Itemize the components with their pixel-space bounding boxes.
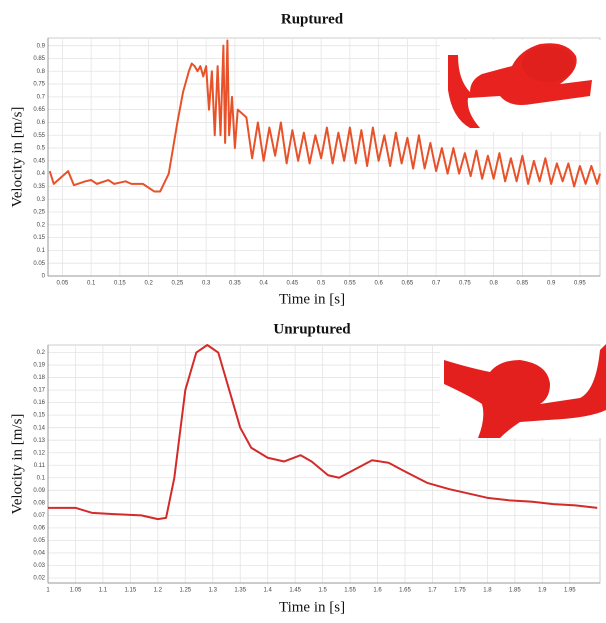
x-tick-label: 1.5 — [318, 588, 327, 594]
x-tick-label: 1.05 — [70, 588, 82, 594]
y-tick-label: 0.03 — [33, 563, 45, 569]
y-tick-label: 0.19 — [33, 363, 45, 369]
y-tick-label: 0.05 — [33, 261, 45, 267]
x-tick-label: 1.95 — [564, 588, 576, 594]
y-tick-label: 0.02 — [33, 576, 45, 582]
inset-unruptured — [440, 344, 606, 438]
y-tick-label: 0.7 — [37, 94, 46, 100]
y-tick-label: 0.06 — [33, 525, 45, 531]
x-tick-label: 0.3 — [202, 281, 211, 287]
y-tick-label: 0.17 — [33, 388, 45, 394]
y-tick-label: 0.04 — [33, 551, 45, 557]
x-tick-label: 1.75 — [454, 588, 466, 594]
y-axis-label: Velocity in [m/s] — [9, 414, 25, 515]
y-tick-label: 0.14 — [33, 425, 45, 431]
x-tick-label: 0.85 — [517, 281, 529, 287]
y-tick-label: 0.8 — [37, 69, 46, 75]
y-tick-label: 0.6 — [37, 120, 46, 126]
y-tick-label: 0 — [42, 274, 46, 280]
x-tick-label: 0.45 — [287, 281, 299, 287]
y-tick-label: 0.05 — [33, 538, 45, 544]
x-tick-label: 0.15 — [114, 281, 126, 287]
x-tick-label: 0.65 — [402, 281, 414, 287]
x-tick-label: 1.4 — [264, 588, 273, 594]
y-tick-label: 0.3 — [37, 197, 46, 203]
x-tick-label: 0.95 — [574, 281, 586, 287]
x-tick-label: 0.75 — [459, 281, 471, 287]
y-tick-label: 0.11 — [34, 463, 46, 469]
y-tick-label: 0.2 — [37, 350, 46, 356]
x-tick-label: 1.45 — [289, 588, 301, 594]
y-tick-label: 0.75 — [33, 82, 45, 88]
y-tick-label: 0.35 — [33, 184, 45, 190]
x-tick-label: 0.6 — [374, 281, 383, 287]
x-tick-label: 0.55 — [344, 281, 356, 287]
x-tick-label: 0.35 — [229, 281, 241, 287]
x-tick-label: 1.65 — [399, 588, 411, 594]
y-tick-label: 0.2 — [37, 222, 46, 228]
y-tick-label: 0.45 — [33, 158, 45, 164]
y-tick-label: 0.08 — [33, 500, 45, 506]
y-tick-label: 0.25 — [33, 210, 45, 216]
y-tick-label: 0.18 — [33, 375, 45, 381]
y-tick-label: 0.55 — [33, 133, 45, 139]
x-tick-label: 1.15 — [125, 588, 137, 594]
x-axis-label: Time in [s] — [279, 291, 345, 307]
x-tick-label: 1 — [46, 588, 50, 594]
x-tick-label: 1.6 — [373, 588, 382, 594]
y-tick-label: 0.12 — [33, 450, 45, 456]
x-tick-label: 0.1 — [87, 281, 96, 287]
x-tick-label: 1.85 — [509, 588, 521, 594]
data-line — [48, 39, 601, 193]
x-tick-label: 1.25 — [179, 588, 191, 594]
inset-ruptured — [440, 40, 602, 132]
y-tick-label: 0.16 — [33, 400, 45, 406]
x-tick-label: 0.5 — [317, 281, 326, 287]
y-tick-label: 0.15 — [33, 235, 45, 241]
x-tick-label: 1.9 — [538, 588, 547, 594]
y-tick-label: 0.4 — [37, 171, 46, 177]
x-tick-label: 0.05 — [57, 281, 69, 287]
y-tick-label: 0.5 — [37, 146, 46, 152]
y-tick-label: 0.1 — [37, 475, 46, 481]
x-tick-label: 0.4 — [259, 281, 268, 287]
x-tick-label: 1.1 — [99, 588, 108, 594]
data-line — [48, 344, 598, 521]
y-axis-label: Velocity in [m/s] — [9, 107, 25, 208]
x-tick-label: 0.2 — [144, 281, 153, 287]
y-tick-label: 0.1 — [37, 248, 46, 254]
y-tick-label: 0.9 — [37, 43, 46, 49]
chart-title: Unruptured — [273, 321, 351, 337]
x-tick-label: 0.25 — [172, 281, 184, 287]
x-tick-label: 1.3 — [209, 588, 218, 594]
x-tick-label: 1.55 — [344, 588, 356, 594]
y-tick-label: 0.85 — [33, 56, 45, 62]
x-axis-label: Time in [s] — [279, 599, 345, 615]
x-tick-label: 1.8 — [483, 588, 492, 594]
x-tick-label: 0.8 — [489, 281, 498, 287]
x-tick-label: 0.7 — [432, 281, 441, 287]
y-tick-label: 0.09 — [33, 488, 45, 494]
y-tick-label: 0.15 — [33, 413, 45, 419]
y-tick-label: 0.65 — [33, 107, 45, 113]
y-tick-label: 0.13 — [33, 438, 45, 444]
x-tick-label: 1.35 — [234, 588, 246, 594]
chart-title: Ruptured — [281, 11, 344, 27]
x-tick-label: 1.7 — [428, 588, 437, 594]
x-tick-label: 0.9 — [547, 281, 556, 287]
x-tick-label: 1.2 — [154, 588, 163, 594]
y-tick-label: 0.07 — [33, 513, 45, 519]
